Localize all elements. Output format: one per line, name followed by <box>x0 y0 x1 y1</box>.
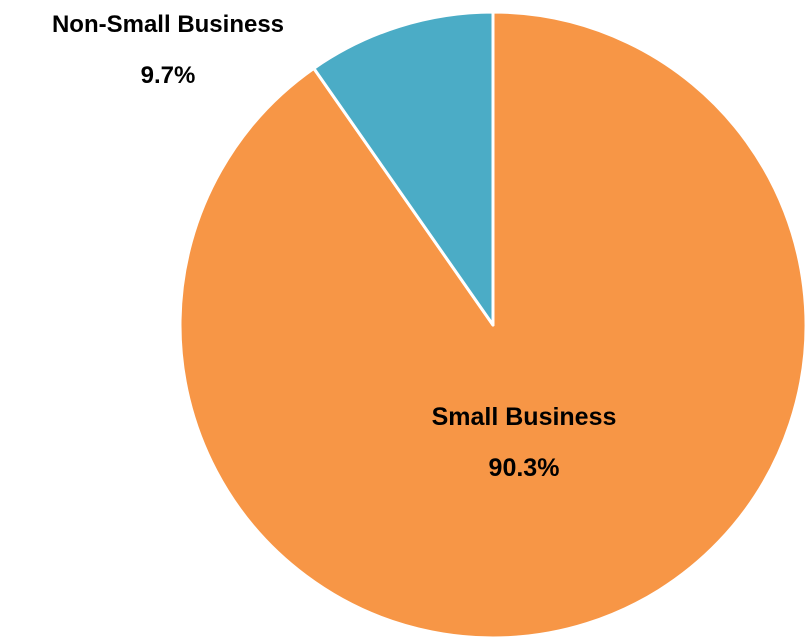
label-small-business-name: Small Business <box>432 403 617 431</box>
label-small-business-value: 90.3% <box>489 454 560 482</box>
label-non-small-business-name: Non-Small Business <box>52 11 284 38</box>
slice-non-small-business <box>312 10 495 327</box>
pie-slices <box>178 10 805 640</box>
pie-labels: Non-Small Business 9.7% Small Business 9… <box>52 11 616 482</box>
label-non-small-business-value: 9.7% <box>141 62 196 89</box>
